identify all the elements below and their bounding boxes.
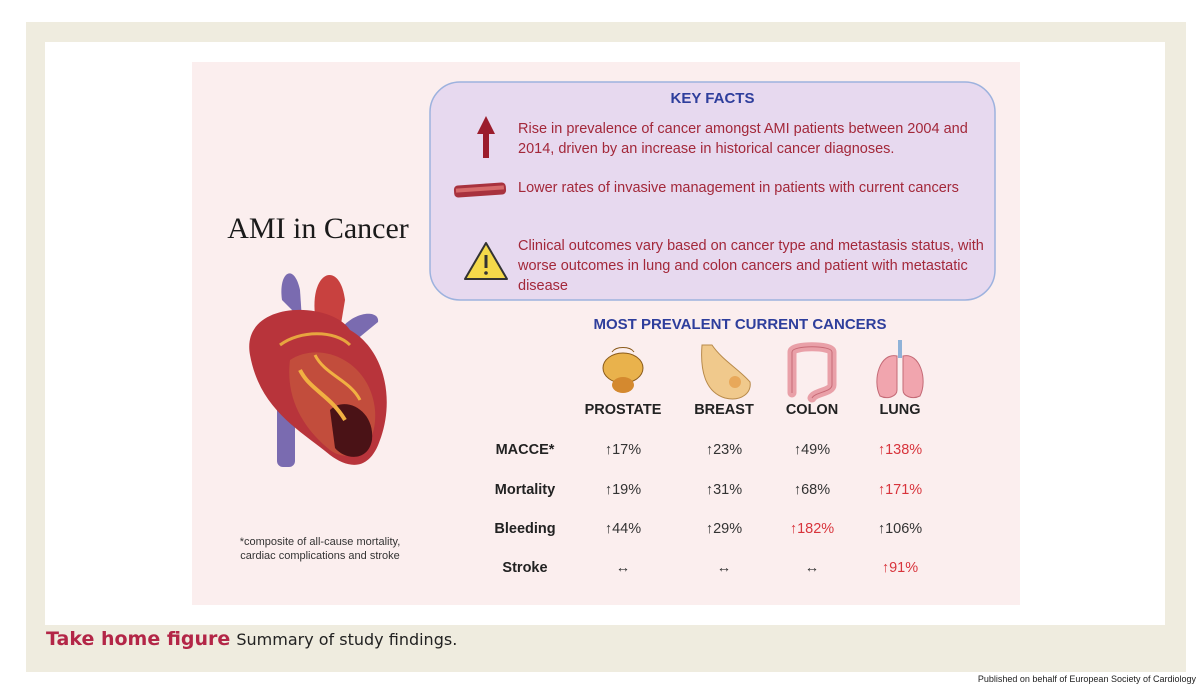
vessel-icon	[453, 182, 507, 198]
lung-icon	[876, 340, 924, 399]
heart-illustration	[249, 273, 387, 467]
key-fact: Rise in prevalence of cancer amongst AMI…	[518, 121, 968, 157]
cell: ↑68%	[793, 482, 831, 498]
key-facts-box	[429, 81, 996, 301]
cell: ↔	[615, 560, 631, 576]
arrow-icon	[477, 116, 495, 158]
caption-text: Summary of study findings.	[236, 630, 458, 649]
column-header: PROSTATE	[584, 402, 662, 418]
row-header: Mortality	[494, 482, 556, 498]
cell: ↑19%	[604, 482, 642, 498]
colon-icon	[787, 342, 837, 403]
caption-label: Take home figure	[46, 628, 231, 650]
column-header: LUNG	[879, 402, 921, 418]
breast-icon	[701, 344, 751, 400]
cell: ↑17%	[604, 442, 642, 458]
key-facts-title: KEY FACTS	[670, 90, 755, 107]
prostate-icon	[602, 347, 644, 393]
row-header: Stroke	[502, 560, 548, 576]
key-fact: Clinical outcomes vary based on cancer t…	[518, 238, 984, 294]
cell: ↑23%	[705, 442, 743, 458]
footer: Published on behalf of European Society …	[977, 674, 1196, 684]
warning-icon	[464, 242, 508, 280]
cell: ↔	[804, 560, 820, 576]
footnote: *composite of all-cause mortality, cardi…	[239, 536, 401, 562]
cell: ↑31%	[705, 482, 743, 498]
figure-title: AMI in Cancer	[227, 212, 409, 245]
cell: ↑91%	[881, 560, 919, 576]
cell: ↑49%	[793, 442, 831, 458]
column-header: BREAST	[694, 402, 754, 418]
cell: ↑44%	[604, 521, 642, 537]
column-header: COLON	[785, 402, 839, 418]
cell: ↑106%	[877, 521, 923, 537]
row-header: MACCE*	[495, 442, 555, 458]
cell: ↑138%	[877, 442, 923, 458]
key-fact: Lower rates of invasive management in pa…	[518, 180, 959, 196]
cell: ↑29%	[705, 521, 743, 537]
table-title: MOST PREVALENT CURRENT CANCERS	[593, 316, 887, 333]
cell: ↔	[716, 560, 732, 576]
cell: ↑182%	[789, 521, 835, 537]
row-header: Bleeding	[494, 521, 556, 537]
caption: Take home figure Summary of study findin…	[46, 628, 457, 650]
cell: ↑171%	[877, 482, 923, 498]
